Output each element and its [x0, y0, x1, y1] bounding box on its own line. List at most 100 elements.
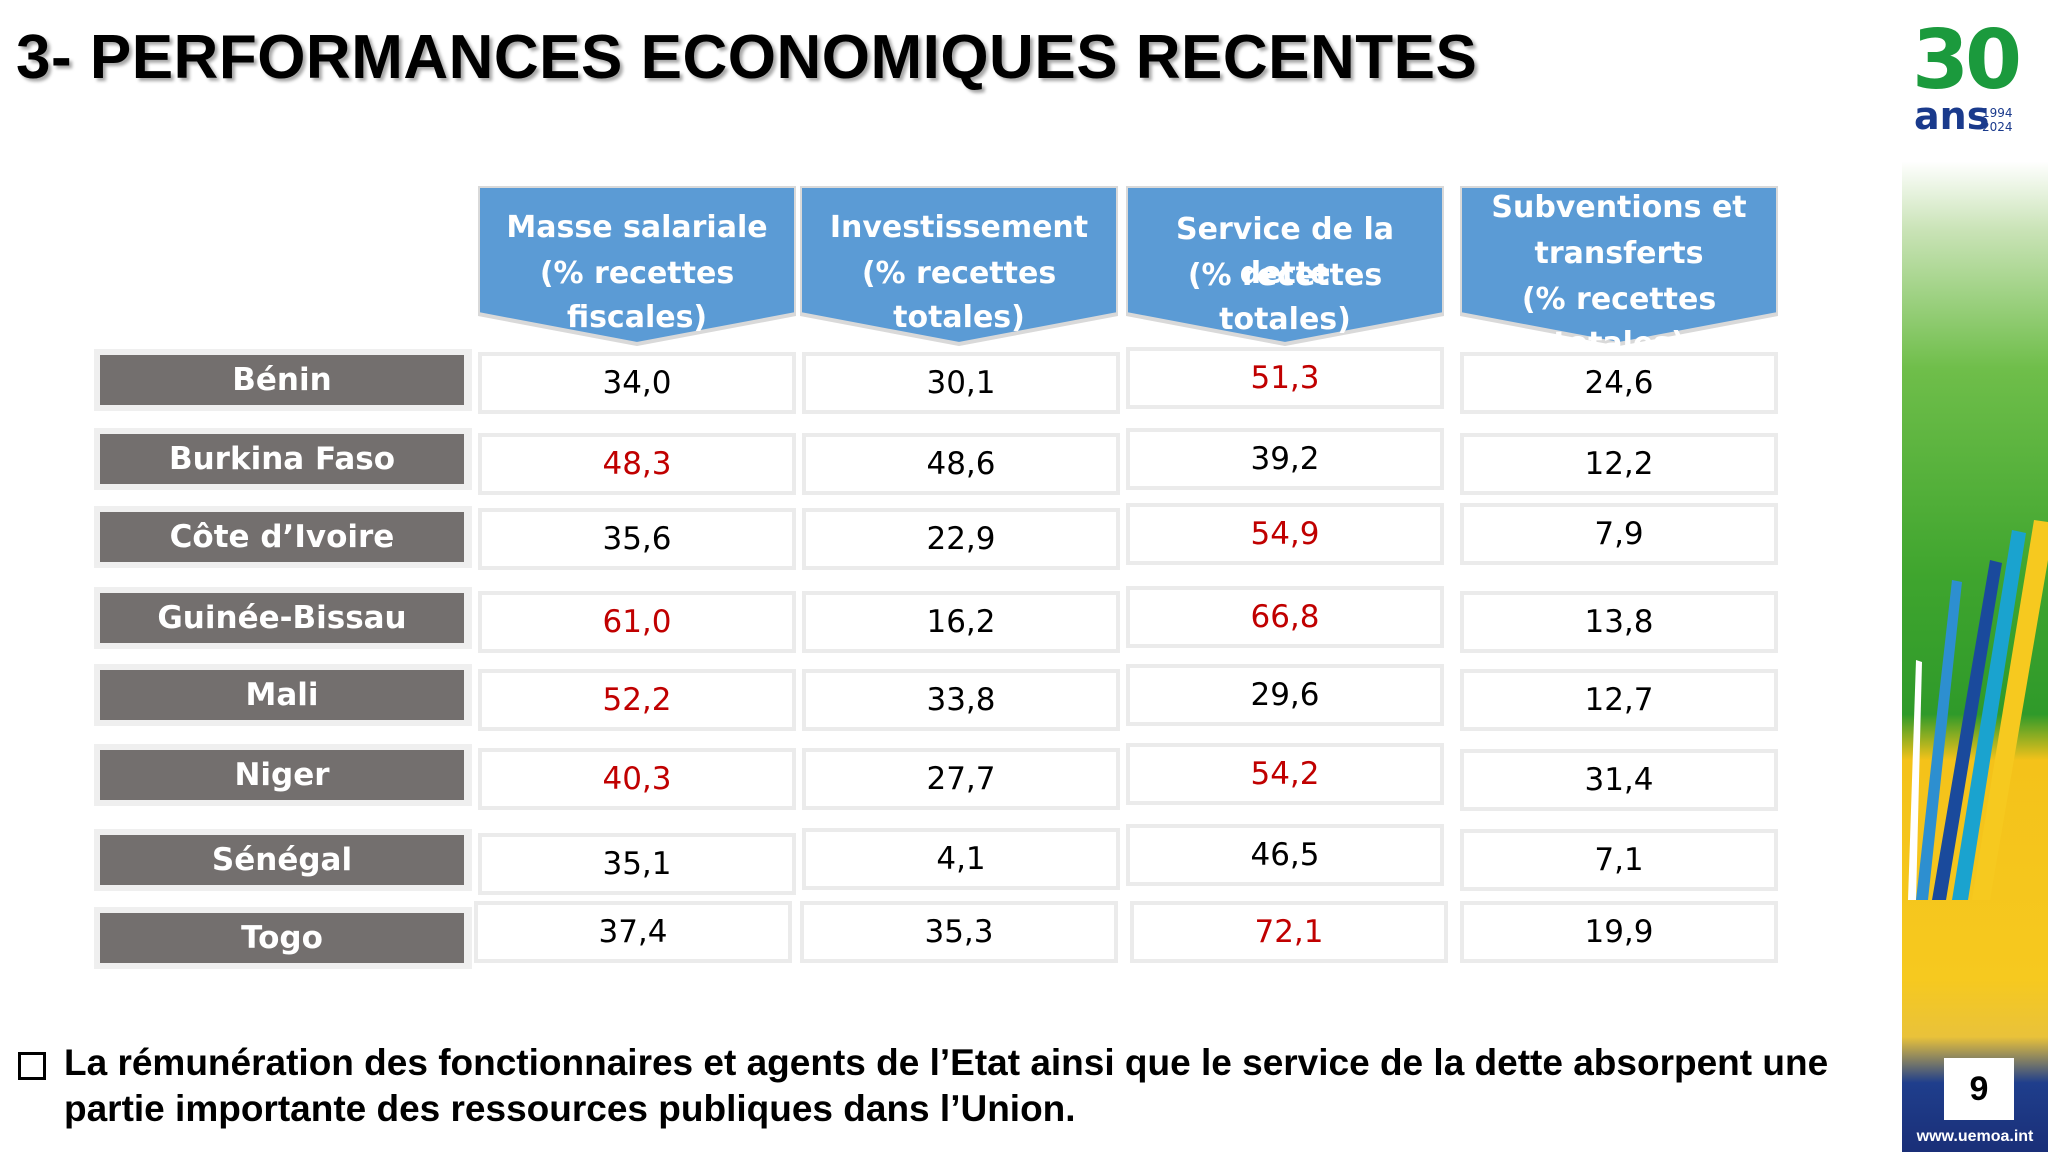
cell-value: 48,3 — [482, 437, 792, 491]
cell-value: 4,1 — [806, 832, 1116, 886]
table-cell: 54,9 — [1126, 503, 1444, 565]
cell-value: 54,9 — [1130, 507, 1440, 561]
row-label-mali: Mali — [94, 664, 472, 726]
cell-value: 27,7 — [806, 752, 1116, 806]
country-name: Niger — [100, 750, 464, 800]
summary-note-text: La rémunération des fonctionnaires et ag… — [64, 1042, 1829, 1129]
website-url: www.uemoa.int — [1916, 1128, 2034, 1145]
country-name: Guinée-Bissau — [100, 593, 464, 643]
cell-value: 46,5 — [1130, 828, 1440, 882]
table-cell: 7,9 — [1460, 503, 1778, 565]
cell-value: 72,1 — [1134, 905, 1444, 959]
logo-year-start: 1994 — [1982, 106, 2013, 120]
cell-value: 35,3 — [804, 905, 1114, 959]
table-cell: 39,2 — [1126, 428, 1444, 490]
table-cell: 61,0 — [478, 591, 796, 653]
table-cell: 7,1 — [1460, 829, 1778, 891]
row-label-cote-divoire: Côte d’Ivoire — [94, 506, 472, 568]
cell-value: 34,0 — [482, 356, 792, 410]
country-name: Sénégal — [100, 835, 464, 885]
country-name: Bénin — [100, 355, 464, 405]
column-header-line1: Subventions et — [1491, 190, 1747, 225]
country-name: Togo — [100, 913, 464, 963]
row-label-benin: Bénin — [94, 349, 472, 411]
table-cell: 27,7 — [802, 748, 1120, 810]
logo-word: ans — [1914, 94, 1990, 138]
table-cell: 54,2 — [1126, 743, 1444, 805]
table-cell: 30,1 — [802, 352, 1120, 414]
table-cell: 12,7 — [1460, 669, 1778, 731]
table-cell: 22,9 — [802, 508, 1120, 570]
header-arrow-shape — [1460, 186, 1778, 346]
cell-value: 48,6 — [806, 437, 1116, 491]
table-cell: 48,6 — [802, 433, 1120, 495]
table-cell: 52,2 — [478, 669, 796, 731]
decorative-band — [1902, 0, 2048, 1152]
header-arrow-shape — [478, 186, 796, 346]
table-cell: 51,3 — [1126, 347, 1444, 409]
table-cell: 46,5 — [1126, 824, 1444, 886]
table-cell: 35,6 — [478, 508, 796, 570]
table-cell: 37,4 — [474, 901, 792, 963]
cell-value: 40,3 — [482, 752, 792, 806]
row-label-senegal: Sénégal — [94, 829, 472, 891]
cell-value: 7,9 — [1464, 507, 1774, 561]
column-header-line2: (% recettes fiscales) — [539, 256, 735, 335]
cell-value: 51,3 — [1130, 351, 1440, 405]
column-header-line2: transferts — [1534, 236, 1704, 271]
column-header-line2: (% recettes totales) — [1187, 258, 1383, 337]
page-number: 9 — [1944, 1058, 2014, 1120]
table-cell: 24,6 — [1460, 352, 1778, 414]
table-cell: 35,1 — [478, 833, 796, 895]
header-arrow-shape — [800, 186, 1118, 346]
logo-years: 1994 2024 — [1982, 106, 2013, 134]
column-header-line1: Service de la dette — [1176, 212, 1394, 291]
uemoa-30-years-logo: 30 ans 1994 2024 — [1904, 18, 2046, 148]
table-cell: 40,3 — [478, 748, 796, 810]
table-cell: 72,1 — [1130, 901, 1448, 963]
cell-value: 30,1 — [806, 356, 1116, 410]
cell-value: 33,8 — [806, 673, 1116, 727]
cell-value: 35,6 — [482, 512, 792, 566]
cell-value: 39,2 — [1130, 432, 1440, 486]
row-label-guinee-bissau: Guinée-Bissau — [94, 587, 472, 649]
row-label-niger: Niger — [94, 744, 472, 806]
table-cell: 13,8 — [1460, 591, 1778, 653]
cell-value: 12,7 — [1464, 673, 1774, 727]
table-cell: 34,0 — [478, 352, 796, 414]
cell-value: 29,6 — [1130, 668, 1440, 722]
slide-title: 3- PERFORMANCES ECONOMIQUES RECENTES — [16, 23, 1478, 92]
cell-value: 52,2 — [482, 673, 792, 727]
column-header-line1: Investissement — [829, 210, 1089, 245]
logo-year-end: 2024 — [1982, 120, 2013, 134]
column-header-line2: (% recettes totales) — [861, 256, 1057, 335]
stripes-graphic — [1908, 520, 2048, 900]
logo-number: 30 — [1912, 13, 2022, 108]
table-cell: 16,2 — [802, 591, 1120, 653]
row-label-burkina-faso: Burkina Faso — [94, 428, 472, 490]
cell-value: 16,2 — [806, 595, 1116, 649]
cell-value: 31,4 — [1464, 753, 1774, 807]
row-label-togo: Togo — [94, 907, 472, 969]
table-cell: 48,3 — [478, 433, 796, 495]
country-name: Burkina Faso — [100, 434, 464, 484]
cell-value: 61,0 — [482, 595, 792, 649]
table-cell: 12,2 — [1460, 433, 1778, 495]
table-cell: 33,8 — [802, 669, 1120, 731]
cell-value: 37,4 — [478, 905, 788, 959]
cell-value: 7,1 — [1464, 833, 1774, 887]
cell-value: 24,6 — [1464, 356, 1774, 410]
country-name: Côte d’Ivoire — [100, 512, 464, 562]
table-cell: 31,4 — [1460, 749, 1778, 811]
cell-value: 35,1 — [482, 837, 792, 891]
table-cell: 4,1 — [802, 828, 1120, 890]
band-gradient — [1902, 0, 2048, 1152]
header-arrow-shape — [1126, 186, 1444, 346]
column-header-line1: Masse salariale — [506, 210, 768, 245]
cell-value: 54,2 — [1130, 747, 1440, 801]
cell-value: 12,2 — [1464, 437, 1774, 491]
cell-value: 66,8 — [1130, 590, 1440, 644]
table-cell: 66,8 — [1126, 586, 1444, 648]
table-cell: 29,6 — [1126, 664, 1444, 726]
cell-value: 19,9 — [1464, 905, 1774, 959]
